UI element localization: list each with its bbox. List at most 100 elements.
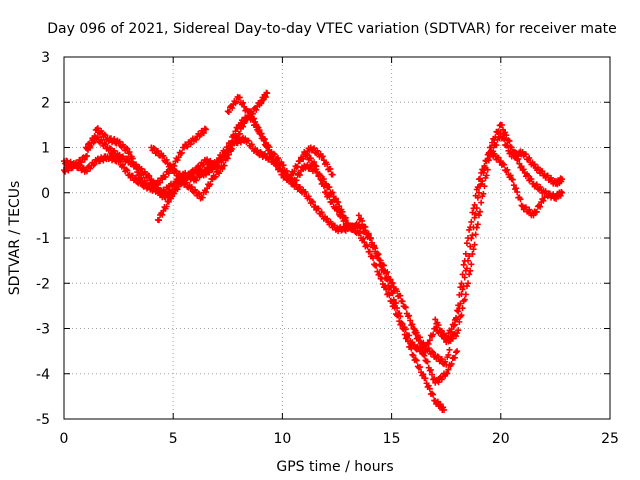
x-tick-label: 15 [383,431,401,447]
data-point [279,162,296,187]
data-point [246,112,263,135]
data-point [334,207,350,229]
data-point [454,348,461,355]
data-point [421,352,438,383]
data-point [202,156,219,171]
data-point [486,122,503,151]
data-points [61,89,565,413]
series-track-6 [224,93,461,386]
data-point [541,194,548,201]
data-point [475,157,492,219]
data-point [399,320,416,347]
y-tick-label: 0 [41,186,50,202]
data-point [355,212,372,238]
data-point [366,248,383,278]
data-point [148,176,165,199]
data-point [115,151,132,166]
data-point [465,221,481,287]
data-point [165,179,182,205]
data-point [508,176,525,209]
data-point [318,153,335,178]
x-tick-label: 20 [492,431,510,447]
y-tick-label: -5 [36,412,50,428]
data-point [399,298,416,329]
series-track-5 [154,134,336,224]
data-point [497,121,514,150]
data-point [159,152,176,174]
data-point [253,147,270,161]
data-point [497,158,514,181]
data-point [209,163,226,183]
data-point [257,130,274,156]
data-point [242,135,259,154]
data-point [421,375,438,404]
data-point [71,160,88,175]
data-point [235,94,252,120]
data-point [465,194,481,264]
y-axis-label: SDTVAR / TECUs [7,181,23,296]
y-tick-label: -1 [36,231,50,247]
data-point [355,230,372,255]
data-point [497,130,514,157]
x-tick-label: 10 [273,431,291,447]
data-point [388,279,405,305]
data-point [443,349,460,377]
data-point [115,157,132,179]
data-point [301,149,318,167]
data-point [530,161,547,179]
data-point [465,184,481,241]
y-tick-label: 2 [41,95,50,111]
data-point [137,178,154,193]
data-point [454,283,470,337]
data-point [192,125,208,143]
data-point [366,235,383,268]
data-point [541,188,558,202]
data-point [93,134,110,152]
y-tick-label: -3 [36,322,50,338]
data-point [334,223,350,235]
data-point [486,134,503,160]
data-point [410,341,427,356]
data-point [421,342,438,360]
data-point [192,156,208,175]
data-point [432,316,449,342]
data-point [224,93,241,116]
data-point [268,149,285,168]
data-point [323,189,339,212]
data-point [235,108,252,137]
data-point [301,161,318,175]
y-tick-label: -4 [36,367,50,383]
data-point [519,149,536,168]
data-point [82,156,99,175]
chart-title: Day 096 of 2021, Sidereal Day-to-day VTE… [47,21,617,37]
data-point [264,90,271,97]
data-point [323,180,339,204]
data-point [454,240,470,314]
y-tick-label: 1 [41,141,50,157]
x-axis-label: GPS time / hours [276,459,393,475]
data-point [329,171,336,178]
y-tick-label: -2 [36,276,50,292]
axis-ticks: 0 5 10 15 20 25 -5 -4 -3 -2 -1 0 1 2 3 [36,50,619,447]
data-point [312,203,328,222]
x-tick-label: 0 [60,431,69,447]
data-point [82,134,99,152]
data-point [441,406,448,413]
data-point [257,89,270,107]
data-point [154,198,171,224]
data-point [410,325,427,348]
data-point [530,196,547,219]
series-track-10 [432,130,565,346]
data-point [377,275,394,305]
data-point [475,149,492,183]
data-point [558,189,565,196]
data-point [115,138,132,157]
data-point [220,140,237,169]
y-tick-label: 3 [41,50,50,66]
data-point [137,165,154,184]
data-point [202,126,209,133]
data-point [388,289,405,326]
data-point [198,175,215,201]
